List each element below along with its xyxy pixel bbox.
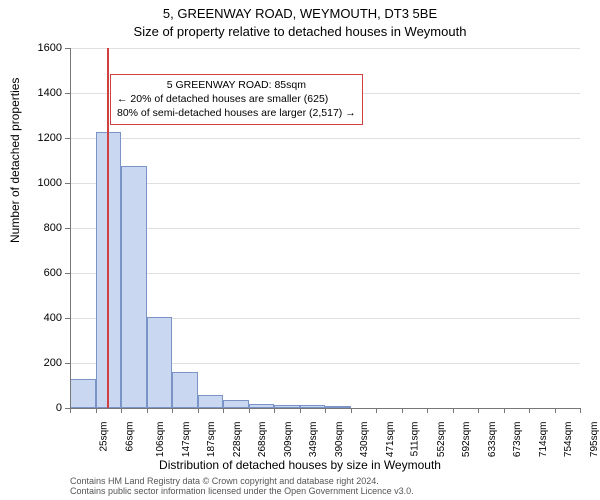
chart-plot-area: 5 GREENWAY ROAD: 85sqm← 20% of detached … (70, 48, 580, 408)
y-tick-mark (65, 363, 70, 364)
histogram-bar (223, 400, 249, 408)
x-tick-label: 795sqm (589, 422, 600, 458)
x-tick-label: 25sqm (99, 422, 110, 452)
attribution-line-2: Contains public sector information licen… (70, 486, 590, 496)
x-tick-label: 430sqm (359, 422, 370, 458)
y-tick-label: 0 (22, 402, 62, 414)
x-tick-label: 511sqm (409, 422, 420, 457)
y-tick-label: 1000 (22, 177, 62, 189)
x-tick-label: 349sqm (308, 422, 319, 458)
chart-subtitle: Size of property relative to detached ho… (0, 24, 600, 39)
y-tick-mark (65, 273, 70, 274)
y-tick-mark (65, 138, 70, 139)
histogram-bar (121, 166, 147, 408)
y-tick-label: 800 (22, 222, 62, 234)
attribution-text: Contains HM Land Registry data © Crown c… (70, 476, 590, 496)
grid-line (70, 48, 580, 49)
x-tick-mark (504, 408, 505, 413)
x-tick-label: 106sqm (155, 422, 166, 458)
x-tick-mark (172, 408, 173, 413)
x-tick-mark (402, 408, 403, 413)
x-tick-label: 187sqm (206, 422, 217, 458)
x-tick-label: 754sqm (563, 422, 574, 458)
y-tick-mark (65, 183, 70, 184)
x-tick-label: 309sqm (283, 422, 294, 458)
grid-line (70, 228, 580, 229)
grid-line (70, 138, 580, 139)
histogram-bar (172, 372, 198, 408)
histogram-bar (147, 317, 173, 408)
grid-line (70, 273, 580, 274)
page-title: 5, GREENWAY ROAD, WEYMOUTH, DT3 5BE (0, 6, 600, 21)
y-tick-mark (65, 318, 70, 319)
y-tick-label: 200 (22, 357, 62, 369)
x-tick-mark (478, 408, 479, 413)
histogram-bar (70, 379, 96, 408)
x-tick-label: 228sqm (232, 422, 243, 458)
y-tick-label: 1400 (22, 87, 62, 99)
x-tick-mark (427, 408, 428, 413)
attribution-line-1: Contains HM Land Registry data © Crown c… (70, 476, 590, 486)
y-tick-label: 1600 (22, 42, 62, 54)
x-tick-mark (580, 408, 581, 413)
property-marker-line (107, 48, 109, 408)
y-axis-line (70, 48, 71, 408)
y-tick-label: 1200 (22, 132, 62, 144)
annotation-line: ← 20% of detached houses are smaller (62… (117, 92, 356, 106)
y-axis-label: Number of detached properties (8, 78, 22, 243)
x-tick-mark (300, 408, 301, 413)
y-tick-mark (65, 48, 70, 49)
x-tick-mark (223, 408, 224, 413)
x-axis-label: Distribution of detached houses by size … (0, 458, 600, 472)
x-tick-mark (555, 408, 556, 413)
x-tick-mark (249, 408, 250, 413)
x-tick-label: 633sqm (487, 422, 498, 458)
x-tick-mark (198, 408, 199, 413)
x-tick-mark (96, 408, 97, 413)
x-tick-label: 592sqm (461, 422, 472, 458)
x-tick-label: 714sqm (538, 422, 549, 458)
x-tick-mark (351, 408, 352, 413)
x-tick-mark (529, 408, 530, 413)
x-tick-label: 66sqm (124, 422, 135, 452)
annotation-line: 5 GREENWAY ROAD: 85sqm (117, 78, 356, 92)
histogram-bar (198, 395, 224, 409)
x-tick-mark (376, 408, 377, 413)
y-tick-label: 400 (22, 312, 62, 324)
x-tick-label: 552sqm (436, 422, 447, 458)
y-tick-mark (65, 228, 70, 229)
x-tick-mark (70, 408, 71, 413)
annotation-line: 80% of semi-detached houses are larger (… (117, 106, 356, 120)
x-tick-mark (121, 408, 122, 413)
x-tick-mark (274, 408, 275, 413)
annotation-box: 5 GREENWAY ROAD: 85sqm← 20% of detached … (110, 74, 363, 125)
x-tick-label: 390sqm (334, 422, 345, 458)
x-tick-mark (325, 408, 326, 413)
x-tick-label: 268sqm (257, 422, 268, 458)
x-tick-label: 673sqm (512, 422, 523, 458)
x-tick-mark (453, 408, 454, 413)
x-tick-label: 147sqm (181, 422, 192, 458)
grid-line (70, 183, 580, 184)
y-tick-mark (65, 93, 70, 94)
x-tick-label: 471sqm (385, 422, 396, 458)
y-tick-label: 600 (22, 267, 62, 279)
x-tick-mark (147, 408, 148, 413)
